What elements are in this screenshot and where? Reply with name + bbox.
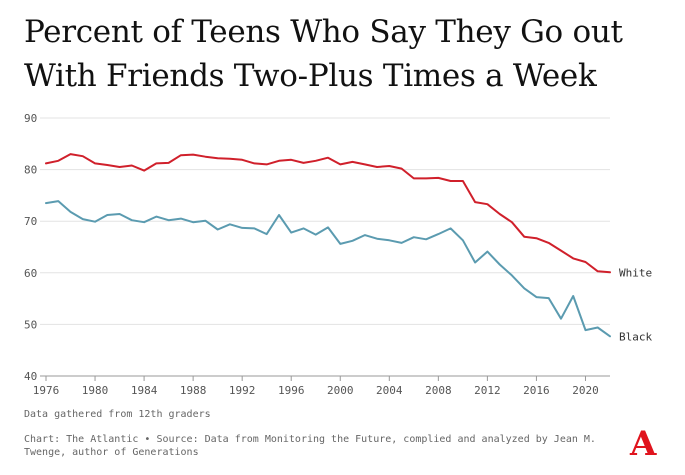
x-axis-ticks: 1976 1980 1984 1988 1992 1996 2000 2004 2008 2012… [33,376,599,397]
x-tick-label-1996: 1996 [278,384,305,397]
x-tick-label-1976: 1976 [33,384,60,397]
atlantic-logo: A [630,424,657,464]
y-tick-label-40: 40 [24,370,37,383]
chart-source: Chart: The Atlantic • Source: Data from … [24,434,596,458]
series-line-white [45,153,611,274]
chart-title: Percent of Teens Who Say They Go out Wit… [24,14,623,94]
series-lines [45,153,611,338]
series-line-black [45,200,611,338]
x-tick-label-2012: 2012 [474,384,501,397]
series-label-black: Black [619,330,652,343]
y-tick-label-50: 50 [24,318,37,331]
series-labels: White Black [619,266,652,343]
y-tick-label-90: 90 [24,112,37,125]
x-tick-label-2000: 2000 [327,384,354,397]
x-tick-label-2004: 2004 [376,384,403,397]
x-tick-label-1984: 1984 [131,384,158,397]
x-tick-label-1988: 1988 [180,384,207,397]
x-tick-label-1992: 1992 [229,384,256,397]
x-tick-label-2008: 2008 [425,384,452,397]
y-tick-label-70: 70 [24,215,37,228]
series-label-white: White [619,266,652,279]
chart-note: Data gathered from 12th graders [24,409,211,420]
y-tick-label-60: 60 [24,267,37,280]
y-tick-label-80: 80 [24,164,37,177]
gridlines [40,117,610,377]
y-axis-ticks: 40 50 60 70 80 90 [24,112,37,383]
x-tick-label-2020: 2020 [572,384,599,397]
x-tick-label-1980: 1980 [82,384,109,397]
x-tick-label-2016: 2016 [523,384,550,397]
